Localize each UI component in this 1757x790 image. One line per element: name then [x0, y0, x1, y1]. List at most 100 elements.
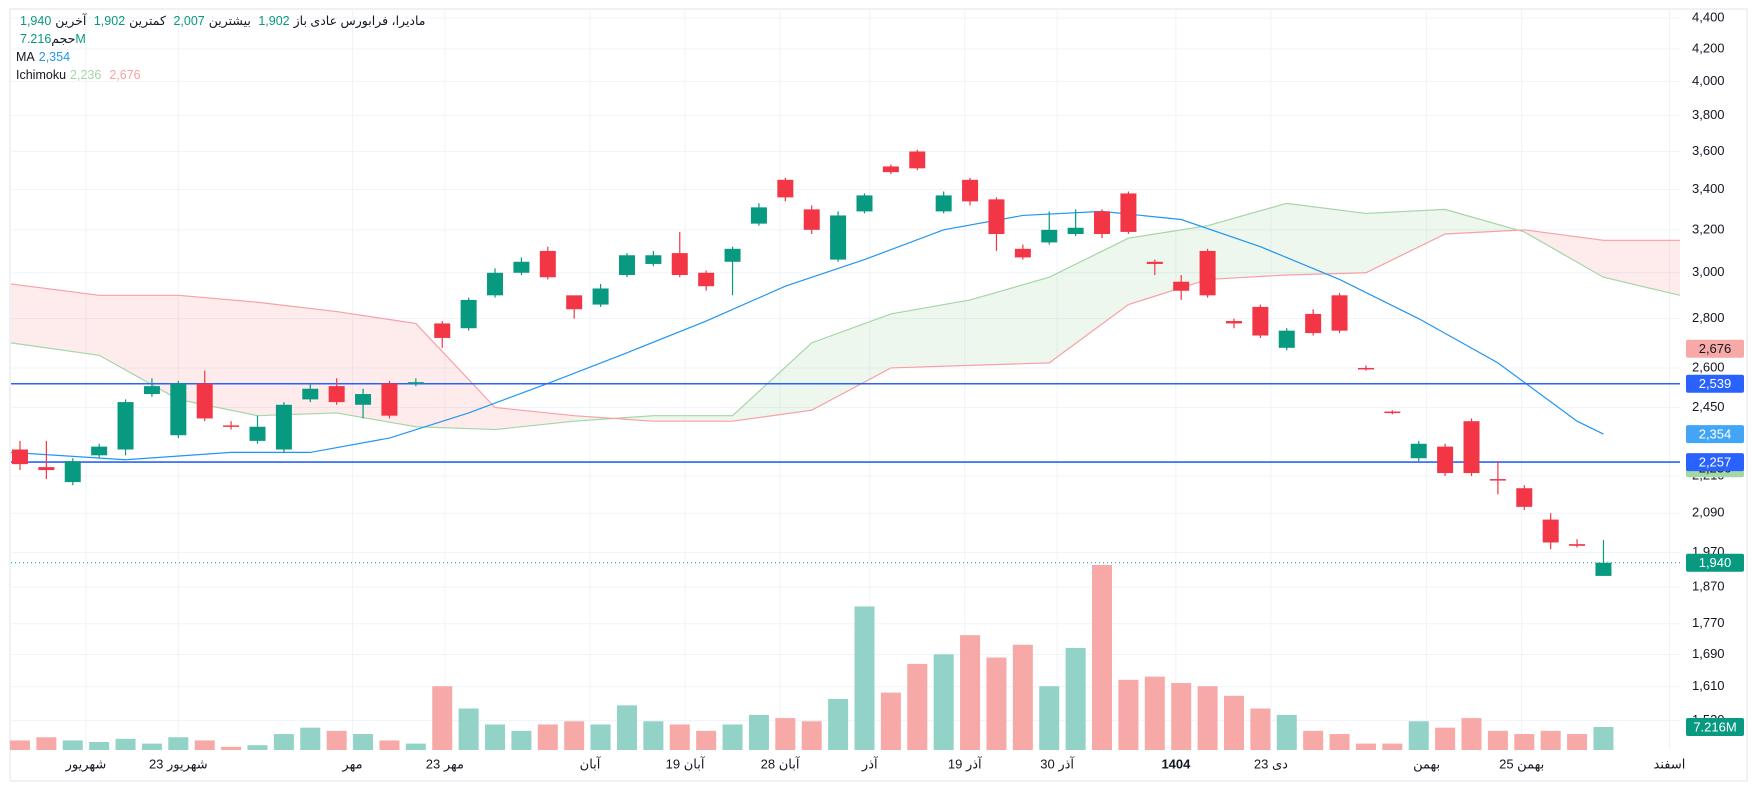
candle-body [539, 250, 556, 278]
volume-bar [353, 734, 374, 750]
x-tick-label: 19 آبان [666, 755, 706, 771]
candle-body [1331, 295, 1348, 331]
volume-bar [1540, 730, 1561, 750]
volume-bar [696, 730, 717, 750]
cloud-segment [890, 299, 971, 368]
volume-bar [405, 743, 426, 750]
y-tick-label: 3,600 [1692, 143, 1725, 158]
y-tick-label: 1,770 [1692, 615, 1725, 630]
candle-body [566, 295, 583, 310]
volume-bar [1355, 743, 1376, 750]
volume-bar [247, 745, 268, 750]
field-label: باز [293, 14, 307, 28]
volume-bar [36, 737, 57, 750]
field-value: 1,940 [20, 14, 52, 28]
candle-body [777, 179, 794, 198]
cloud-segment [1365, 209, 1446, 273]
volume-bar [1118, 679, 1139, 750]
volume-bar [907, 663, 928, 750]
cloud-segment [653, 415, 733, 422]
x-tick-label: بهمن [1413, 756, 1440, 772]
volume-bar [1250, 708, 1271, 750]
candle-body [1146, 261, 1163, 264]
candle-body [1173, 281, 1190, 291]
x-tick-label: 28 آبان [761, 755, 801, 771]
volume-bar [1197, 686, 1218, 750]
cloud-segment [257, 302, 337, 416]
volume-bar [960, 635, 981, 750]
candle-body [671, 253, 688, 275]
ichimoku-value: 2,676 [109, 68, 141, 82]
y-tick-label: 1,870 [1692, 579, 1725, 594]
field-label: بیشترین [208, 14, 251, 28]
volume-bar [1303, 730, 1324, 750]
cloud-segment [178, 295, 258, 416]
y-tick-label: 2,450 [1692, 399, 1725, 414]
legend-row: مادیرا، فرابورس عادی باز1,902 بیشترین2,0… [16, 12, 426, 30]
volume-bar [62, 740, 83, 750]
candle-body [1305, 313, 1322, 334]
candle-body [803, 209, 820, 230]
candle-body [117, 402, 134, 450]
volume-bar [880, 692, 901, 750]
candle-body [1014, 248, 1031, 258]
field-value: 2,007 [173, 14, 205, 28]
candle-body [434, 323, 451, 338]
field-label: آخرین [55, 14, 87, 28]
volume-bar [458, 708, 479, 750]
x-tick-label: 23 مهر [426, 756, 464, 772]
field-value: 1,902 [258, 14, 290, 28]
candle-body [355, 394, 372, 405]
y-tick-label: 4,200 [1692, 40, 1725, 55]
volume-bar [141, 743, 162, 750]
volume-bar [1144, 676, 1165, 750]
volume-bar [1065, 647, 1086, 750]
candle-body [935, 195, 952, 212]
volume-bar [168, 737, 189, 750]
ichimoku-value: 2,236 [70, 68, 102, 82]
y-tick-label: 3,200 [1692, 221, 1725, 236]
price-badge [1686, 553, 1744, 572]
candle-body [724, 248, 741, 262]
x-tick-label: 30 آذر [1040, 755, 1075, 772]
volume-bar [1092, 565, 1113, 750]
volume-bar [89, 742, 110, 750]
candle-body [1542, 519, 1559, 543]
volume-bar [511, 730, 532, 750]
legend-row: Ichimoku 2,236 2,676 [16, 66, 426, 84]
volume-bar [933, 654, 954, 750]
ma-title: MA [16, 50, 35, 64]
x-tick-label: آبان [580, 755, 602, 771]
candle-body [1410, 443, 1427, 459]
cloud-segment [336, 311, 416, 427]
candle-body [1278, 330, 1295, 348]
x-tick-label: 25 بهمن [1499, 756, 1544, 772]
x-tick-label: اسفند [1654, 756, 1686, 771]
cloud-segment [1128, 225, 1208, 305]
volume-bar [643, 721, 664, 750]
price-badge-label: 2,354 [1699, 427, 1732, 442]
x-tick-label: آذر [861, 755, 879, 772]
y-tick-label: 3,400 [1692, 181, 1725, 196]
volume-bar [1171, 683, 1192, 750]
candle-body [1516, 488, 1533, 507]
volume-bar [432, 686, 453, 750]
symbol-title: مادیرا، فرابورس عادی [310, 14, 426, 28]
volume-bar [221, 746, 242, 750]
y-tick-label: 1,690 [1692, 646, 1725, 661]
cloud-segment [811, 313, 891, 411]
volume-badge-label: 7.216M [1693, 719, 1736, 734]
price-badge-label: 2,539 [1699, 376, 1732, 391]
volume-bar [537, 724, 558, 750]
cloud-segment [1207, 203, 1287, 280]
candle-body [962, 179, 979, 202]
candle-body [882, 166, 899, 173]
candle-body [1437, 446, 1454, 474]
candle-body [513, 261, 530, 273]
candle-body [38, 467, 55, 471]
volume-value: 7.216M [20, 32, 86, 46]
volume-bar [1487, 730, 1508, 750]
candle-body [381, 383, 398, 416]
candle-body [196, 383, 213, 419]
y-tick-label: 2,090 [1692, 505, 1725, 520]
